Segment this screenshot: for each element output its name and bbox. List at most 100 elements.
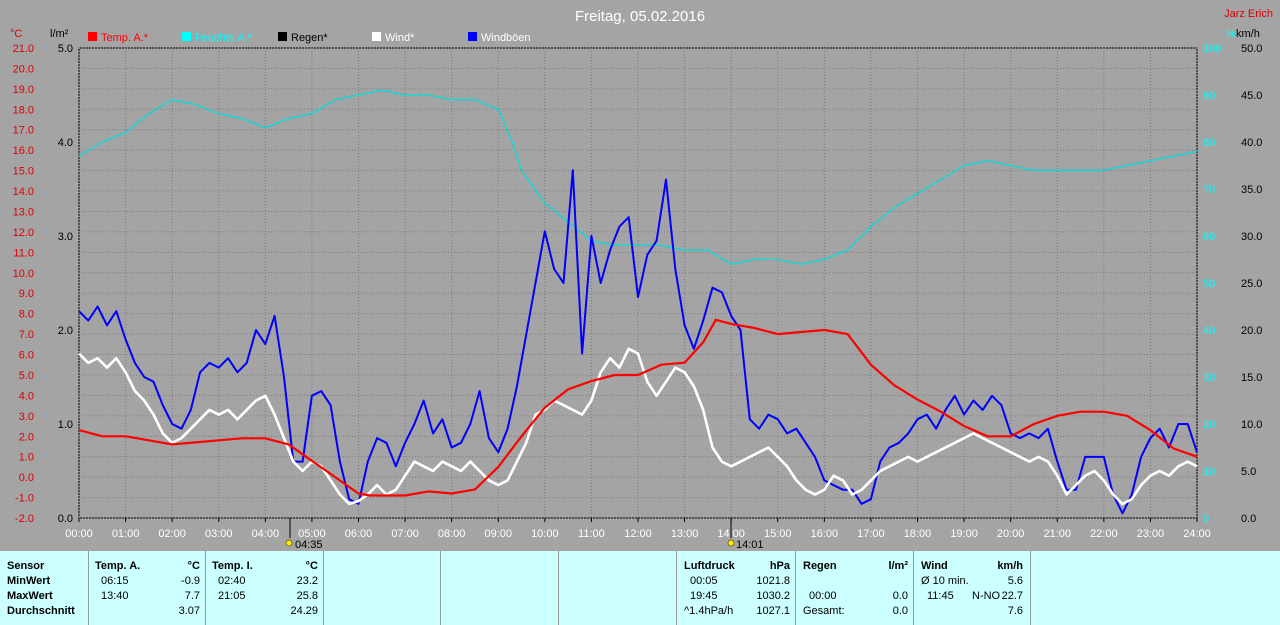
temp-tick-label: 5.0 (19, 370, 34, 382)
humidity-tick-label: 60 (1203, 231, 1215, 243)
rain-unit-label: l/m² (50, 28, 69, 40)
time-tick-label: 23:00 (1137, 528, 1165, 540)
temp-a-avg-value: 3.07 (178, 605, 200, 617)
rain-unit: l/m² (888, 560, 908, 572)
temp-tick-label: 9.0 (19, 288, 34, 300)
humidity-tick-label: 70 (1203, 184, 1215, 196)
time-tick-label: 22:00 (1090, 528, 1118, 540)
wind-max-direction: N-NO (972, 590, 1001, 602)
temp-i-max-value: 25.8 (296, 590, 318, 602)
rain-tick-label: 1.0 (58, 419, 73, 431)
rain-column: Regen l/m² 0.0 00:00 Gesamt: 0.0 (795, 551, 914, 625)
temp-tick-label: 8.0 (19, 309, 34, 321)
rain-tick-label: 4.0 (58, 137, 73, 149)
time-tick-label: 13:00 (671, 528, 699, 540)
pressure-unit: hPa (769, 560, 790, 572)
legend-swatch-wind (372, 32, 381, 41)
temp-tick-label: 2.0 (19, 431, 34, 443)
rain-tick-label: 3.0 (58, 231, 73, 243)
wind-tick-label: 5.0 (1241, 466, 1256, 478)
wind-tick-label: 40.0 (1241, 137, 1262, 149)
legend-label-rain: Regen* (291, 32, 328, 44)
humidity-tick-label: 90 (1203, 90, 1215, 102)
temp-tick-label: -2.0 (15, 513, 34, 525)
humidity-tick-label: 20 (1203, 419, 1215, 431)
temp-i-column: Temp. I. °C 02:40 23.2 21:05 25.8 24.29 (205, 551, 324, 625)
temp-tick-label: 13.0 (13, 206, 34, 218)
time-tick-label: 11:00 (578, 528, 605, 540)
temp-a-max-time: 13:40 (101, 590, 129, 602)
sensor-header: Sensor (7, 560, 45, 572)
sunset-icon (727, 539, 735, 547)
time-tick-label: 09:00 (484, 528, 512, 540)
temp-a-column: Temp. A. °C 06:15 -0.9 13:40 7.7 3.07 (88, 551, 206, 625)
temp-tick-label: 20.0 (13, 63, 34, 75)
time-tick-label: 05:00 (298, 528, 326, 540)
humidity-tick-label: 10 (1203, 466, 1215, 478)
legend-swatch-gusts (468, 32, 477, 41)
wind-tick-label: 10.0 (1241, 419, 1262, 431)
sunset-time: 14:01 (736, 539, 764, 551)
wind-tick-label: 20.0 (1241, 325, 1262, 337)
temp-tick-label: 3.0 (19, 411, 34, 423)
humidity-unit-label: % (1226, 28, 1236, 40)
wind-line (78, 347, 1198, 506)
pressure-current-value: 1027.1 (756, 605, 790, 617)
temp-tick-label: 12.0 (13, 227, 34, 239)
temp-a-unit: °C (187, 560, 200, 572)
statistics-panel: Sensor MinWert MaxWert Durchschnitt Temp… (0, 551, 1280, 625)
wind-mean-value: 7.6 (1007, 605, 1023, 617)
rain-header: Regen (803, 560, 837, 572)
pressure-trend: ^1.4hPa/h (684, 605, 734, 617)
temp-i-min-time: 02:40 (218, 575, 246, 587)
gust-line (78, 169, 1198, 515)
time-tick-label: 03:00 (205, 528, 233, 540)
rain-tick-label: 2.0 (58, 325, 73, 337)
wind-header: Wind (921, 560, 948, 572)
temp-a-max-value: 7.7 (184, 590, 200, 602)
temp-tick-label: 19.0 (13, 84, 34, 96)
legend-label-temp: Temp. A.* (101, 32, 149, 44)
wind-unit: km/h (997, 560, 1023, 572)
wind-tick-label: 30.0 (1241, 231, 1262, 243)
temp-tick-label: 15.0 (13, 166, 34, 178)
pressure-column: Luftdruck hPa 00:05 1021.8 19:45 1030.2 … (676, 551, 796, 625)
rain-tick-label: 0.0 (58, 513, 73, 525)
legend-swatch-humidity (182, 32, 191, 41)
temp-i-max-time: 21:05 (218, 590, 246, 602)
wind-avg-value: 5.6 (1007, 575, 1023, 587)
temp-tick-label: 21.0 (13, 43, 34, 55)
temp-tick-label: 11.0 (13, 247, 34, 259)
temp-tick-label: 7.0 (19, 329, 34, 341)
humidity-tick-label: 40 (1203, 325, 1215, 337)
rain-total-value: 0.0 (892, 605, 908, 617)
wind-tick-label: 15.0 (1241, 372, 1262, 384)
temp-tick-label: 6.0 (19, 350, 34, 362)
temp-i-avg-value: 24.29 (290, 605, 318, 617)
time-tick-label: 15:00 (764, 528, 792, 540)
time-tick-label: 01:00 (112, 528, 140, 540)
wind-column: Wind km/h Ø 10 min. 5.6 11:45 N-NO 22.7 … (913, 551, 1031, 625)
time-tick-label: 06:00 (345, 528, 373, 540)
temp-i-unit: °C (305, 560, 318, 572)
sunset-marker: 14:01 (727, 518, 764, 551)
wind-unit-label: km/h (1236, 28, 1260, 40)
humidity-tick-label: 80 (1203, 137, 1215, 149)
humidity-tick-label: 100 (1203, 43, 1221, 55)
wind-tick-label: 0.0 (1241, 513, 1256, 525)
average-label: Durchschnitt (7, 605, 75, 617)
sunrise-marker: 04:35 (285, 518, 323, 551)
temp-a-min-time: 06:15 (101, 575, 129, 587)
temp-tick-label: 10.0 (13, 268, 34, 280)
temp-a-header: Temp. A. (95, 560, 141, 572)
temp-tick-label: 18.0 (13, 104, 34, 116)
wind-max-value: 22.7 (1001, 590, 1023, 602)
temp-i-min-value: 23.2 (296, 575, 318, 587)
wind-tick-label: 50.0 (1241, 43, 1262, 55)
temp-tick-label: 4.0 (19, 390, 34, 402)
time-tick-label: 10:00 (531, 528, 559, 540)
empty-column-4 (1030, 551, 1280, 625)
legend-label-gusts: Windböen (481, 32, 531, 44)
time-tick-label: 16:00 (811, 528, 839, 540)
temp-tick-label: -1.0 (15, 493, 34, 505)
